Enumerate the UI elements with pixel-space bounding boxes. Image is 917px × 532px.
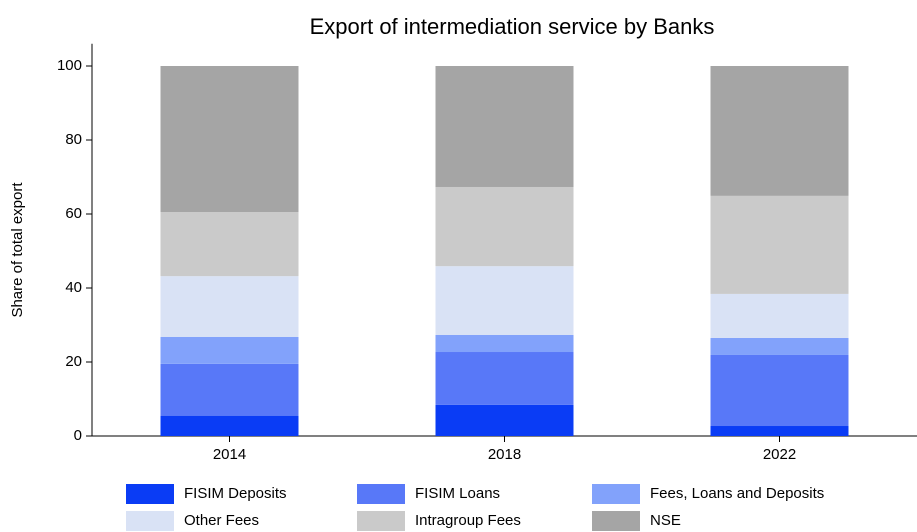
x-tick-label: 2018: [488, 446, 521, 463]
bar-segment: [435, 404, 574, 436]
bar-segment: [435, 352, 574, 405]
bar-segment: [160, 66, 299, 213]
y-axis-label: Share of total export: [9, 182, 26, 318]
y-tick-label: 60: [65, 205, 82, 222]
bar-segment: [160, 336, 299, 364]
legend-swatch: [126, 484, 174, 504]
legend-label: Intragroup Fees: [415, 512, 521, 529]
legend-swatch: [126, 511, 174, 531]
bar-segment: [710, 195, 849, 294]
legend-swatch: [592, 484, 640, 504]
bar-segment: [710, 293, 849, 338]
legend-label: NSE: [650, 512, 681, 529]
bar-segment: [710, 337, 849, 355]
y-tick-label: 100: [57, 57, 82, 74]
bar-segment: [710, 426, 849, 436]
y-tick-label: 0: [74, 427, 82, 444]
y-tick-label: 40: [65, 279, 82, 296]
legend-swatch: [592, 511, 640, 531]
bar-segment: [160, 363, 299, 416]
bar-segment: [710, 354, 849, 427]
y-tick-label: 20: [65, 353, 82, 370]
bar-segment: [710, 66, 849, 196]
chart-title: Export of intermediation service by Bank…: [310, 14, 715, 39]
bar-segment: [435, 66, 574, 187]
bar-segment: [435, 186, 574, 267]
legend-swatch: [357, 511, 405, 531]
legend-label: Fees, Loans and Deposits: [650, 485, 824, 502]
legend-swatch: [357, 484, 405, 504]
bar-segment: [435, 334, 574, 353]
bar-segment: [160, 276, 299, 337]
legend-label: FISIM Deposits: [184, 485, 287, 502]
bar-segment: [160, 212, 299, 277]
y-tick-label: 80: [65, 131, 82, 148]
bar-segment: [160, 415, 299, 436]
legend-label: Other Fees: [184, 512, 259, 529]
legend-label: FISIM Loans: [415, 485, 500, 502]
x-tick-label: 2014: [213, 446, 246, 463]
x-tick-label: 2022: [763, 446, 796, 463]
bar-segment: [435, 266, 574, 335]
